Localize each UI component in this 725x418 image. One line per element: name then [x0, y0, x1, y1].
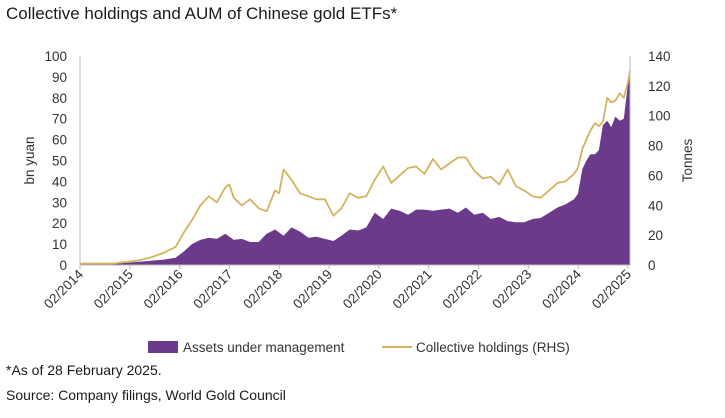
y-left-tick-label: 50	[52, 154, 67, 169]
y-right-tick-label: 80	[648, 139, 663, 154]
x-tick-label: 02/2019	[290, 267, 335, 312]
y-left-tick-label: 0	[59, 258, 67, 273]
legend-label-aum: Assets under management	[183, 340, 345, 355]
legend-label-holdings: Collective holdings (RHS)	[416, 340, 570, 355]
y-right-tick-label: 140	[648, 49, 671, 64]
y-right-tick-label: 60	[648, 168, 663, 183]
y-left-axis-label: bn yuan	[22, 136, 37, 184]
series-line-holdings	[79, 70, 631, 265]
y-left-tick-label: 10	[52, 237, 67, 252]
chart-title: Collective holdings and AUM of Chinese g…	[6, 4, 398, 23]
series-area-aum	[79, 72, 630, 265]
x-tick-label: 02/2018	[240, 267, 285, 312]
y-left-tick-label: 90	[52, 70, 67, 85]
source-note: Source: Company filings, World Gold Coun…	[6, 387, 286, 403]
x-tick-label: 02/2022	[439, 267, 484, 312]
legend: Assets under management Collective holdin…	[148, 340, 570, 355]
y-right-tick-label: 40	[648, 198, 663, 213]
y-left-tick-label: 20	[52, 216, 67, 231]
x-tick-label: 02/2024	[539, 266, 584, 311]
y-right-tick-label: 20	[648, 228, 663, 243]
x-tick-label: 02/2021	[390, 267, 435, 312]
plot-area	[79, 70, 631, 265]
y-left-tick-label: 40	[52, 174, 67, 189]
y-left-tick-label: 80	[52, 91, 67, 106]
y-right-tick-label: 100	[648, 109, 671, 124]
y-right-tick-label: 120	[648, 79, 671, 94]
y-left-tick-label: 60	[52, 133, 67, 148]
x-tick-label: 02/2017	[190, 267, 235, 312]
y-left-tick-label: 70	[52, 112, 67, 127]
y-left-tick-label: 30	[52, 195, 67, 210]
legend-swatch-aum	[148, 341, 178, 353]
x-tick-label: 02/2016	[141, 267, 186, 312]
x-tick-label: 02/2020	[340, 267, 385, 312]
x-tick-label: 02/2025	[589, 267, 634, 312]
y-left-tick-label: 100	[44, 49, 67, 64]
x-tick-label: 02/2023	[489, 267, 534, 312]
x-tick-label: 02/2015	[91, 267, 136, 312]
y-right-tick-label: 0	[648, 258, 656, 273]
footnote: *As of 28 February 2025.	[6, 362, 162, 378]
y-right-axis-label: Tonnes	[680, 138, 695, 182]
